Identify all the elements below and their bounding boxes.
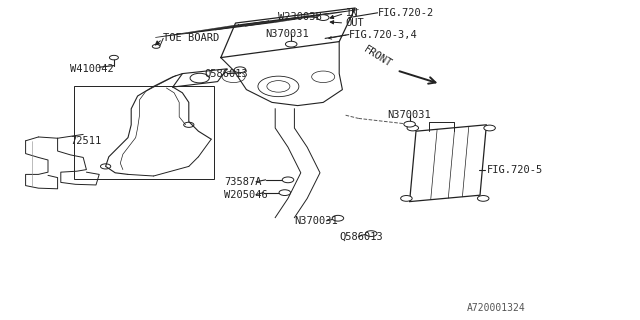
Text: 73587A: 73587A	[224, 177, 262, 187]
Text: Q586013: Q586013	[339, 232, 383, 242]
Text: FIG.720-3,4: FIG.720-3,4	[349, 29, 417, 40]
Circle shape	[279, 190, 291, 196]
Text: A720001324: A720001324	[467, 303, 526, 313]
Circle shape	[285, 41, 297, 47]
Circle shape	[332, 215, 344, 221]
Text: N370031: N370031	[294, 216, 338, 227]
Circle shape	[234, 67, 246, 73]
Circle shape	[407, 125, 419, 131]
Circle shape	[109, 55, 118, 60]
Text: W410042: W410042	[70, 64, 114, 74]
Text: OUT: OUT	[346, 18, 364, 28]
Text: W23003B: W23003B	[278, 12, 322, 22]
Circle shape	[282, 177, 294, 183]
Text: FIG.720-2: FIG.720-2	[378, 8, 434, 18]
Circle shape	[317, 15, 329, 20]
Text: FIG.720-5: FIG.720-5	[486, 165, 543, 175]
Circle shape	[404, 121, 415, 127]
Text: 72511: 72511	[70, 136, 102, 147]
Circle shape	[401, 196, 412, 201]
Text: FRONT: FRONT	[362, 44, 394, 69]
Circle shape	[365, 231, 377, 236]
Text: Q586013: Q586013	[205, 68, 248, 79]
Text: TOE BOARD: TOE BOARD	[163, 33, 220, 44]
Bar	[74, 86, 214, 179]
Circle shape	[477, 196, 489, 201]
Circle shape	[484, 125, 495, 131]
Text: N370031: N370031	[387, 110, 431, 120]
Text: W205046: W205046	[224, 189, 268, 200]
Circle shape	[152, 44, 160, 48]
Text: IN: IN	[346, 8, 358, 19]
Text: N370031: N370031	[266, 28, 309, 39]
